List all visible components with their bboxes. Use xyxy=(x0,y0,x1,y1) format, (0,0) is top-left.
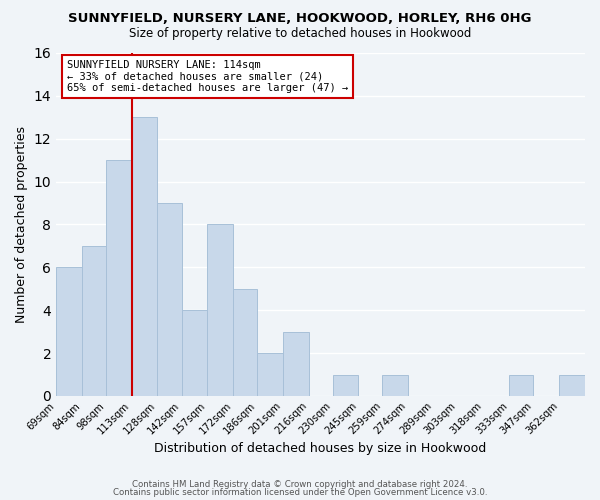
Bar xyxy=(82,246,106,396)
Bar xyxy=(106,160,132,396)
Y-axis label: Number of detached properties: Number of detached properties xyxy=(15,126,28,323)
Bar xyxy=(56,268,82,396)
Text: Contains HM Land Registry data © Crown copyright and database right 2024.: Contains HM Land Registry data © Crown c… xyxy=(132,480,468,489)
Bar xyxy=(332,374,358,396)
Bar xyxy=(233,289,257,396)
Bar xyxy=(182,310,207,396)
Bar xyxy=(207,224,233,396)
X-axis label: Distribution of detached houses by size in Hookwood: Distribution of detached houses by size … xyxy=(154,442,487,455)
Bar xyxy=(132,118,157,396)
Bar xyxy=(382,374,408,396)
Bar xyxy=(257,353,283,396)
Bar xyxy=(283,332,308,396)
Text: SUNNYFIELD NURSERY LANE: 114sqm
← 33% of detached houses are smaller (24)
65% of: SUNNYFIELD NURSERY LANE: 114sqm ← 33% of… xyxy=(67,60,348,93)
Bar xyxy=(509,374,533,396)
Text: SUNNYFIELD, NURSERY LANE, HOOKWOOD, HORLEY, RH6 0HG: SUNNYFIELD, NURSERY LANE, HOOKWOOD, HORL… xyxy=(68,12,532,26)
Text: Contains public sector information licensed under the Open Government Licence v3: Contains public sector information licen… xyxy=(113,488,487,497)
Bar xyxy=(157,203,182,396)
Bar xyxy=(559,374,585,396)
Text: Size of property relative to detached houses in Hookwood: Size of property relative to detached ho… xyxy=(129,28,471,40)
